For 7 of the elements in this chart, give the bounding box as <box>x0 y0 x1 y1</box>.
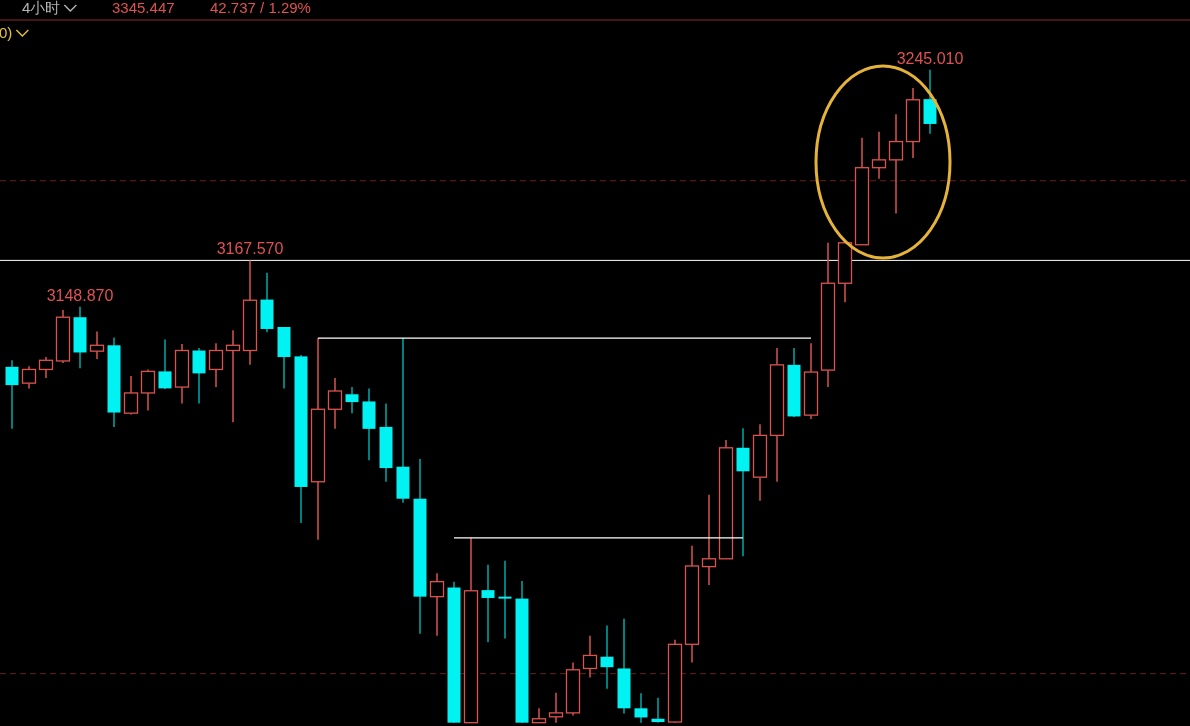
annotation: 3148.870 <box>46 286 114 304</box>
annotation: 3167.570 <box>216 240 284 258</box>
text: 3345.447 <box>112 0 175 16</box>
text: 42.737 / 1.29% <box>210 0 311 16</box>
text: 0) <box>0 24 13 41</box>
text: 4小时 <box>22 0 61 16</box>
annotation: 3245.010 <box>896 49 964 67</box>
